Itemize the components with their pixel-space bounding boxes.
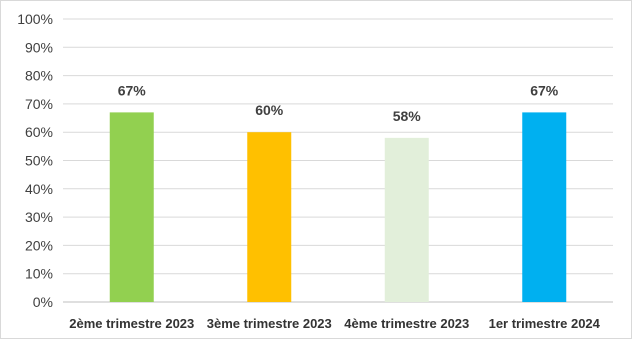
y-tick-label: 50% [25, 153, 53, 169]
y-tick-label: 60% [25, 124, 53, 140]
bar [522, 112, 567, 302]
y-tick-label: 100% [17, 11, 53, 27]
y-tick-label: 10% [25, 266, 53, 282]
y-tick-label: 30% [25, 209, 53, 225]
y-tick-label: 0% [33, 294, 53, 310]
y-tick-label: 70% [25, 96, 53, 112]
bar [109, 112, 154, 302]
bar [384, 137, 429, 302]
x-tick-label: 3ème trimestre 2023 [207, 316, 332, 331]
bar [247, 132, 292, 302]
data-label: 67% [118, 82, 147, 98]
x-tick-label: 1er trimestre 2024 [489, 316, 601, 331]
data-label: 60% [255, 102, 284, 118]
x-tick-label: 2ème trimestre 2023 [69, 316, 194, 331]
y-tick-label: 20% [25, 237, 53, 253]
y-tick-label: 40% [25, 181, 53, 197]
y-tick-label: 90% [25, 39, 53, 55]
data-label: 67% [530, 82, 559, 98]
y-tick-label: 80% [25, 68, 53, 84]
data-label: 58% [393, 108, 422, 124]
x-tick-label: 4ème trimestre 2023 [344, 316, 469, 331]
